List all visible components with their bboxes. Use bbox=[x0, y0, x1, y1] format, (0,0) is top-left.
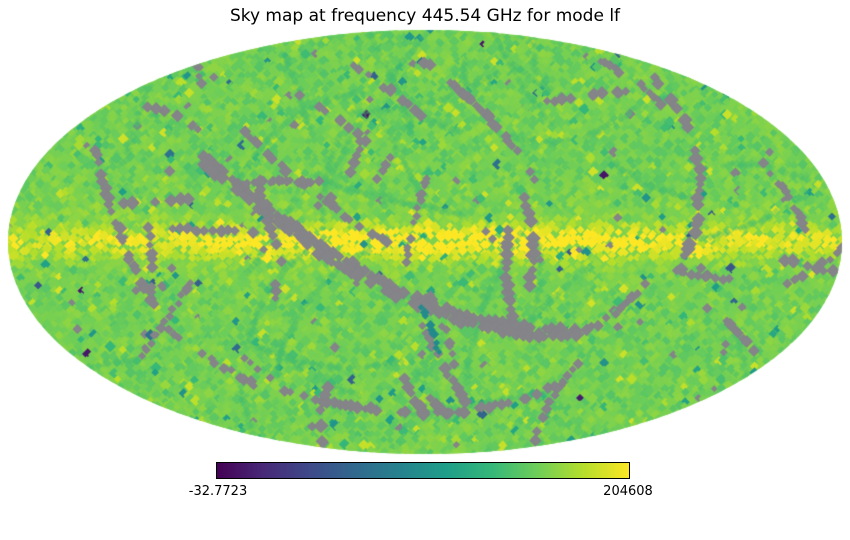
colorbar-max-label: 204608 bbox=[603, 484, 653, 499]
colorbar-gradient bbox=[216, 462, 630, 479]
chart-title: Sky map at frequency 445.54 GHz for mode… bbox=[229, 6, 621, 26]
colorbar-min-label: -32.7723 bbox=[188, 484, 248, 499]
